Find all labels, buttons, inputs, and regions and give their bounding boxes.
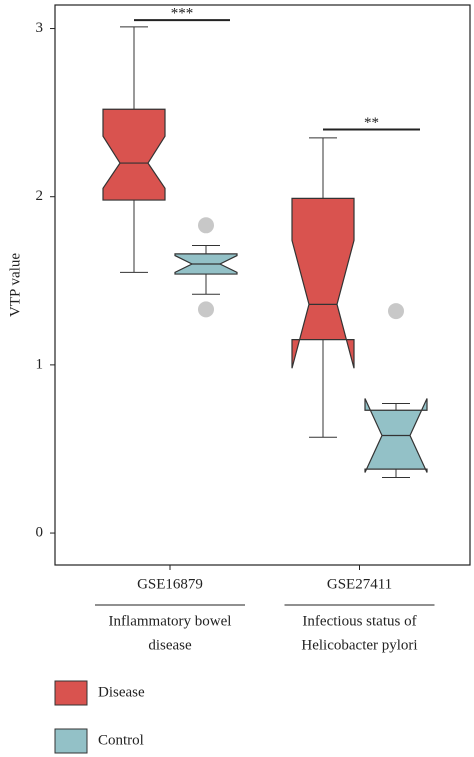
group-label: disease xyxy=(148,637,192,653)
plot-frame xyxy=(54,4,471,566)
group-label: Infectious status of xyxy=(302,613,416,629)
group-label: Helicobacter pylori xyxy=(301,637,417,653)
y-tick-label: 1 xyxy=(36,356,44,372)
significance-label: *** xyxy=(171,6,194,22)
box xyxy=(102,108,166,201)
outlier xyxy=(388,303,404,320)
significance-label: ** xyxy=(364,115,379,131)
y-tick-label: 3 xyxy=(36,20,44,36)
legend-swatch xyxy=(54,680,88,706)
y-tick-label: 0 xyxy=(36,524,44,540)
outlier xyxy=(198,301,214,318)
x-tick-label: GSE27411 xyxy=(327,576,392,592)
legend-label: Disease xyxy=(98,684,145,700)
box xyxy=(291,197,355,369)
legend-swatch xyxy=(54,728,88,754)
x-tick-label: GSE16879 xyxy=(137,576,203,592)
group-label: Inflammatory bowel xyxy=(109,613,232,629)
outlier xyxy=(198,217,214,234)
y-tick-label: 2 xyxy=(36,188,44,204)
legend-label: Control xyxy=(98,732,144,748)
y-axis-label: VTP value xyxy=(7,253,23,317)
